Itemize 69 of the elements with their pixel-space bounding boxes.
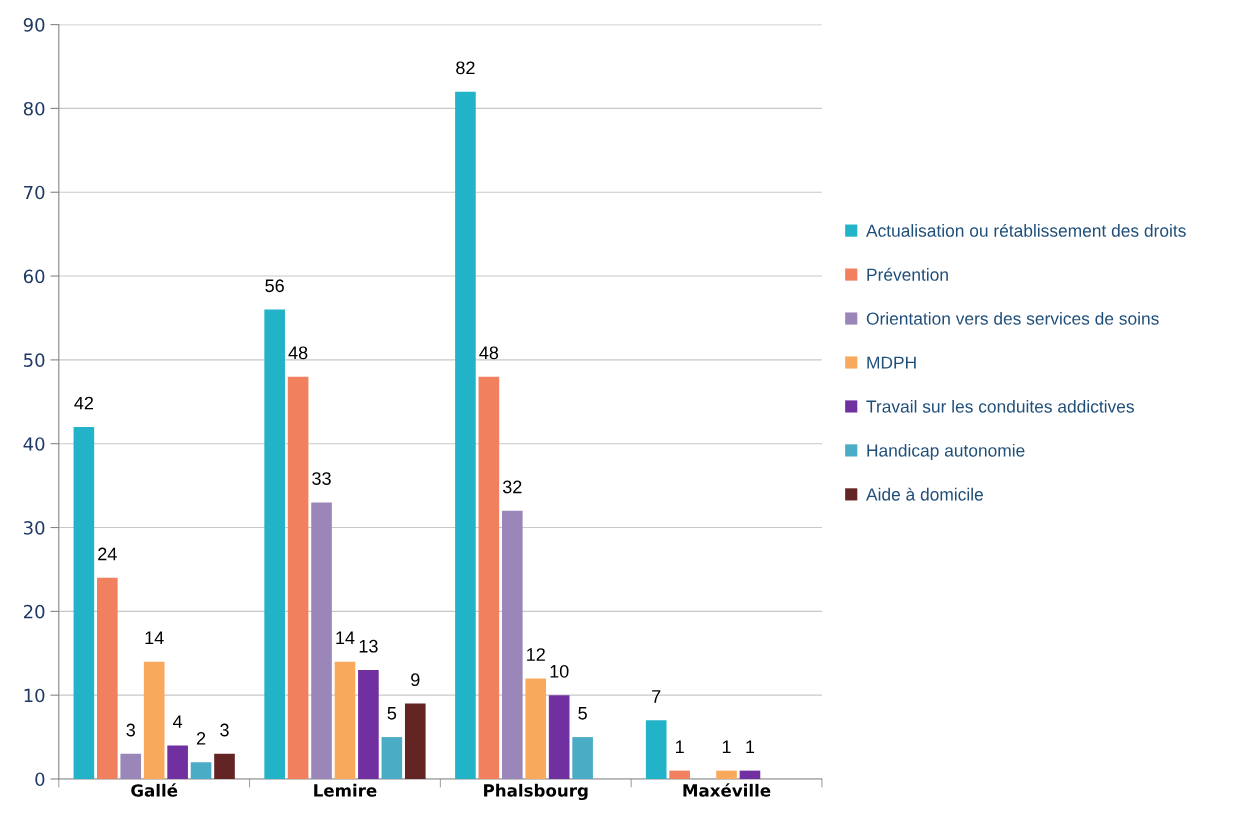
y-tick-label: 90	[23, 18, 45, 32]
bar	[120, 753, 142, 779]
bar	[501, 510, 523, 779]
y-tick-label: 80	[23, 101, 45, 116]
data-label: 3	[126, 723, 135, 737]
data-label: 9	[411, 673, 420, 687]
y-tick-label: 30	[24, 520, 45, 535]
bar	[404, 703, 426, 779]
bar	[190, 762, 212, 779]
y-tick-label: 40	[23, 437, 45, 451]
x-tick-label: Lemire	[314, 783, 377, 797]
bar	[214, 753, 235, 779]
y-tick-label: 10	[24, 688, 45, 703]
data-label: 13	[359, 639, 378, 653]
data-label: 48	[479, 346, 499, 360]
data-label: 1	[676, 740, 684, 753]
bar	[525, 678, 547, 779]
data-label: 14	[336, 631, 355, 645]
data-label: 2	[196, 731, 206, 745]
bar	[358, 670, 379, 779]
data-label: 5	[578, 707, 587, 720]
data-label: 4	[173, 715, 183, 728]
data-label: 42	[74, 396, 94, 410]
legend-label: Orientation vers des services de soins	[866, 312, 1159, 325]
y-tick-label: 60	[23, 269, 45, 284]
legend-label: Actualisation ou rétablissement des droits	[866, 223, 1186, 237]
data-label: 3	[220, 723, 229, 737]
y-tick-label: 70	[24, 185, 45, 200]
data-label: 12	[527, 648, 545, 661]
data-label: 14	[145, 631, 164, 645]
legend-label: Travail sur les conduites addictives	[866, 399, 1134, 413]
data-label: 48	[288, 346, 308, 360]
bar	[478, 376, 500, 779]
legend-label: Aide à domicile	[866, 487, 983, 501]
data-label: 32	[502, 480, 522, 494]
legend-label: Handicap autonomie	[867, 443, 1025, 461]
bar	[167, 745, 188, 779]
y-tick-label: 50	[24, 353, 45, 368]
bar	[645, 720, 667, 779]
y-tick-label: 20	[23, 604, 45, 619]
bar	[287, 376, 309, 779]
bar	[264, 309, 285, 779]
data-label: 1	[746, 740, 755, 753]
data-label: 5	[387, 707, 397, 720]
bar	[143, 661, 165, 779]
x-tick-label: Phalsbourg	[484, 783, 588, 801]
data-label: 24	[98, 547, 117, 561]
bar	[97, 577, 118, 779]
data-label: 10	[550, 664, 569, 678]
bar	[739, 770, 761, 779]
x-tick-label: Maxéville	[683, 783, 771, 797]
bar	[455, 91, 476, 779]
bar	[334, 661, 356, 779]
bar	[572, 737, 593, 779]
bar	[669, 770, 690, 779]
bar	[311, 502, 332, 779]
legend-label: MDPH	[867, 356, 916, 369]
bar	[381, 737, 403, 779]
bar	[548, 695, 570, 779]
data-label: 56	[265, 279, 284, 293]
data-label: 7	[652, 690, 661, 703]
data-label: 82	[456, 61, 475, 75]
data-label: 33	[312, 472, 331, 485]
data-label: 1	[722, 740, 731, 753]
x-tick-label: Gallé	[131, 783, 178, 797]
bar	[716, 770, 737, 779]
bar	[73, 426, 95, 779]
y-tick-label: 0	[35, 772, 45, 787]
legend-label: Prévention	[867, 267, 948, 281]
